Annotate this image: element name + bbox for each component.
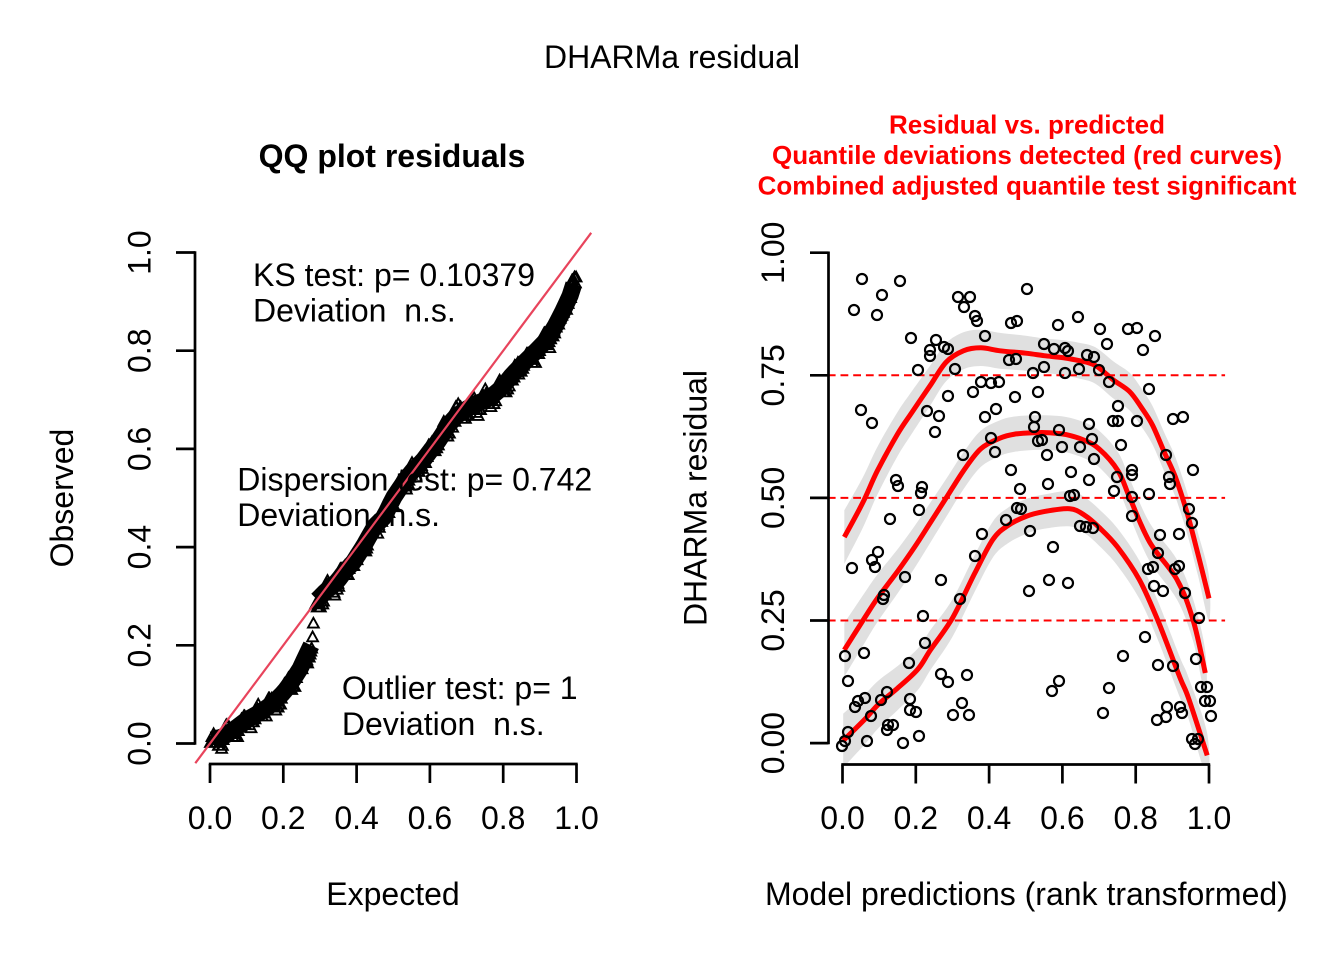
svg-text:0.50: 0.50 — [755, 467, 791, 529]
svg-text:0.8: 0.8 — [1113, 800, 1157, 836]
svg-text:0.8: 0.8 — [122, 328, 158, 372]
svg-text:DHARMa residual: DHARMa residual — [678, 370, 714, 626]
svg-text:1.0: 1.0 — [1187, 800, 1231, 836]
svg-text:0.4: 0.4 — [967, 800, 1011, 836]
svg-text:1.00: 1.00 — [755, 222, 791, 284]
svg-text:0.6: 0.6 — [1040, 800, 1084, 836]
svg-text:0.6: 0.6 — [408, 800, 452, 836]
svg-text:QQ plot residuals: QQ plot residuals — [259, 138, 526, 174]
svg-text:0.4: 0.4 — [122, 525, 158, 569]
svg-text:0.25: 0.25 — [755, 589, 791, 651]
svg-text:Combined adjusted quantile tes: Combined adjusted quantile test signific… — [758, 170, 1297, 200]
svg-text:0.8: 0.8 — [481, 800, 525, 836]
svg-text:0.0: 0.0 — [188, 800, 232, 836]
svg-text:Outlier test: p= 1: Outlier test: p= 1 — [342, 670, 578, 706]
svg-text:0.6: 0.6 — [122, 427, 158, 471]
svg-text:Expected: Expected — [326, 876, 459, 912]
svg-text:0.0: 0.0 — [820, 800, 864, 836]
svg-text:0.0: 0.0 — [122, 721, 158, 765]
svg-text:0.75: 0.75 — [755, 344, 791, 406]
svg-text:0.4: 0.4 — [334, 800, 378, 836]
svg-text:0.2: 0.2 — [894, 800, 938, 836]
svg-text:KS test: p= 0.10379: KS test: p= 0.10379 — [253, 257, 535, 293]
svg-text:Dispersion test: p= 0.742: Dispersion test: p= 0.742 — [237, 462, 592, 498]
svg-text:1.0: 1.0 — [122, 230, 158, 274]
svg-text:0.2: 0.2 — [122, 623, 158, 667]
svg-text:Deviation n.s.: Deviation n.s. — [253, 293, 456, 329]
svg-text:Model predictions (rank transf: Model predictions (rank transformed) — [765, 876, 1288, 912]
svg-text:Residual vs. predicted: Residual vs. predicted — [889, 109, 1165, 139]
svg-text:0.2: 0.2 — [261, 800, 305, 836]
svg-text:Quantile deviations detected (: Quantile deviations detected (red curves… — [772, 140, 1282, 170]
svg-text:Observed: Observed — [44, 429, 80, 568]
svg-text:1.0: 1.0 — [554, 800, 598, 836]
svg-text:Deviation n.s.: Deviation n.s. — [342, 706, 545, 742]
svg-text:DHARMa residual: DHARMa residual — [544, 39, 800, 75]
svg-text:Deviation n.s.: Deviation n.s. — [237, 497, 440, 533]
svg-text:0.00: 0.00 — [755, 712, 791, 774]
